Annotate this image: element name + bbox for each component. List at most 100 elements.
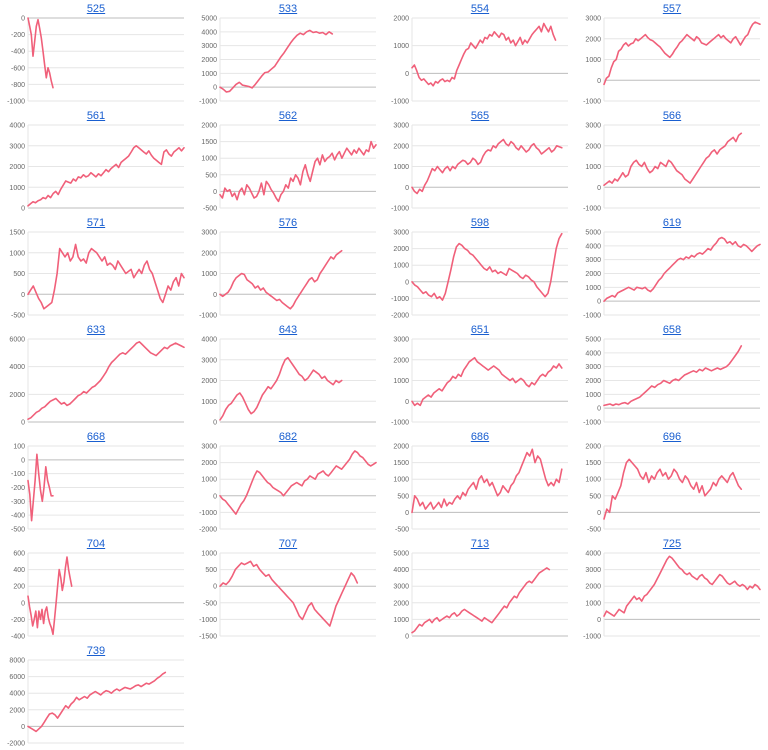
y-tick-label: 8000 (9, 658, 25, 665)
chart-title-link[interactable]: 554 (470, 3, 490, 15)
chart-title-link[interactable]: 651 (470, 324, 490, 336)
series-line (411, 448, 563, 514)
y-tick-label: 0 (597, 299, 601, 306)
chart-title-link[interactable]: 571 (86, 217, 106, 229)
y-tick-label: -800 (11, 82, 25, 89)
y-tick-label: -1000 (391, 420, 409, 427)
chart-title-link[interactable]: 557 (662, 3, 682, 15)
y-tick-label: 3000 (201, 357, 217, 364)
chart-title-link[interactable]: 598 (470, 217, 490, 229)
chart-title-link[interactable]: 696 (662, 431, 682, 443)
y-tick-label: 0 (213, 292, 217, 299)
y-tick-label: 2000 (393, 246, 409, 253)
line-chart: 3000 2000 1000 0 -1000 (391, 337, 568, 427)
series-line (411, 356, 563, 407)
line-chart: 4000 3000 2000 1000 0 (9, 123, 185, 213)
chart-cell: 525 0 -200 -400 -600 -800 -1000 (0, 0, 192, 107)
y-tick-label: -100 (11, 471, 25, 478)
y-tick-label: 1000 (201, 71, 217, 78)
series-line (411, 22, 557, 87)
y-tick-label: 2000 (585, 271, 601, 278)
y-tick-label: -1000 (583, 634, 601, 641)
line-chart: 3000 2000 1000 0 -1000 (583, 123, 760, 213)
chart-cell: 554 2000 1000 0 -1000 (384, 0, 576, 107)
series-line (603, 555, 761, 617)
y-tick-label: 500 (589, 493, 601, 500)
line-chart: 2000 1000 0 -1000 (391, 16, 568, 106)
y-tick-label: 0 (213, 420, 217, 427)
y-tick-label: 1500 (585, 460, 601, 467)
y-tick-label: 1000 (393, 378, 409, 385)
chart-title-link[interactable]: 725 (662, 538, 682, 550)
chart-title-link[interactable]: 525 (86, 3, 106, 15)
chart-title-link[interactable]: 668 (86, 431, 106, 443)
chart-title-link[interactable]: 739 (86, 645, 106, 657)
y-tick-label: 0 (21, 206, 25, 213)
y-tick-label: 3000 (585, 257, 601, 264)
y-tick-label: 5000 (585, 230, 601, 237)
y-tick-label: 0 (21, 292, 25, 299)
chart-cell: 696 2000 1500 1000 500 0 -500 (576, 428, 768, 535)
line-chart: 8000 6000 4000 2000 0 -2000 (7, 658, 184, 748)
y-tick-label: -500 (203, 600, 217, 607)
y-tick-label: 500 (205, 567, 217, 574)
y-tick-label: 0 (21, 457, 25, 464)
y-tick-label: 2000 (201, 250, 217, 257)
y-tick-label: 1000 (585, 57, 601, 64)
chart-cell: 682 3000 2000 1000 0 -1000 -2000 (192, 428, 384, 535)
y-tick-label: 2000 (585, 36, 601, 43)
chart-title-link[interactable]: 566 (662, 110, 682, 122)
chart-cell: 571 1500 1000 500 0 -500 (0, 214, 192, 321)
line-chart: 4000 3000 2000 1000 0 (201, 337, 376, 427)
y-tick-label: 0 (21, 420, 25, 427)
chart-cell: 707 1000 500 0 -500 -1000 -1500 (192, 535, 384, 642)
y-tick-label: 2000 (585, 444, 601, 451)
series-line (411, 567, 551, 634)
y-tick-label: -1000 (583, 313, 601, 320)
series-line (27, 453, 54, 522)
y-tick-label: 5000 (393, 551, 409, 558)
y-tick-label: 1500 (393, 460, 409, 467)
chart-title-link[interactable]: 561 (86, 110, 106, 122)
y-tick-label: 2000 (585, 143, 601, 150)
y-tick-label: 100 (13, 444, 25, 451)
series-line (603, 345, 743, 407)
chart-title-link[interactable]: 707 (278, 538, 298, 550)
line-chart: 2000 1500 1000 500 0 -500 (201, 123, 377, 213)
chart-cell: 668 100 0 -100 -200 -300 -400 -500 (0, 428, 192, 535)
y-tick-label: 0 (213, 85, 217, 92)
series-line (219, 140, 377, 203)
y-tick-label: 4000 (585, 243, 601, 250)
y-tick-label: 3000 (393, 230, 409, 237)
y-tick-label: -1000 (199, 617, 217, 624)
chart-title-link[interactable]: 682 (278, 431, 298, 443)
y-tick-label: 2000 (393, 16, 409, 23)
chart-title-link[interactable]: 686 (470, 431, 490, 443)
chart-cell: 658 5000 4000 3000 2000 1000 0 -1000 (576, 321, 768, 428)
chart-title-link[interactable]: 562 (278, 110, 298, 122)
y-tick-label: 3000 (393, 337, 409, 344)
y-tick-label: 2000 (9, 392, 25, 399)
y-tick-label: 0 (405, 510, 409, 517)
chart-title-link[interactable]: 704 (86, 538, 106, 550)
chart-title-link[interactable]: 643 (278, 324, 298, 336)
y-tick-label: -1000 (391, 99, 409, 106)
y-tick-label: 4000 (9, 364, 25, 371)
chart-title-link[interactable]: 713 (470, 538, 490, 550)
chart-title-link[interactable]: 576 (278, 217, 298, 229)
chart-title-link[interactable]: 533 (278, 3, 298, 15)
y-tick-label: 400 (13, 567, 25, 574)
series-line (27, 17, 54, 89)
y-tick-label: -200 (11, 32, 25, 39)
chart-title-link[interactable]: 658 (662, 324, 682, 336)
y-tick-label: -2000 (199, 527, 217, 534)
y-tick-label: -1000 (583, 420, 601, 427)
chart-title-link[interactable]: 633 (86, 324, 106, 336)
series-line (219, 560, 359, 627)
line-chart: 3000 2000 1000 0 -1000 (391, 123, 568, 213)
y-tick-label: 1500 (201, 139, 217, 146)
y-tick-label: 2000 (201, 460, 217, 467)
chart-title-link[interactable]: 565 (470, 110, 490, 122)
chart-title-link[interactable]: 619 (662, 217, 682, 229)
